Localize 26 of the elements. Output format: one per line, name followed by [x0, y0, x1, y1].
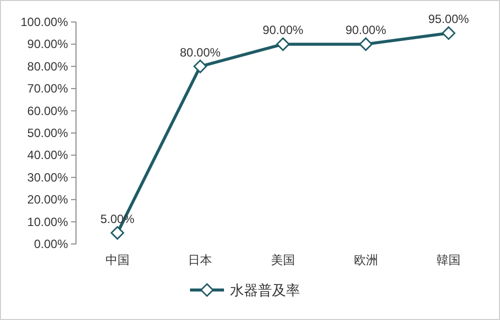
x-tick-label: 韓国	[436, 253, 461, 267]
data-label: 80.00%	[180, 45, 221, 60]
y-tick-label: 30.00%	[27, 170, 68, 184]
y-tick-label: 20.00%	[27, 192, 68, 207]
x-tick-label: 中国	[105, 253, 130, 267]
y-tick-label: 50.00%	[27, 126, 68, 140]
y-tick-label: 90.00%	[27, 37, 68, 52]
point	[193, 60, 207, 74]
data-label: 90.00%	[345, 23, 386, 38]
x-tick-label: 日本	[188, 253, 212, 267]
data-label: 95.00%	[428, 12, 470, 26]
y-tick-label: 40.00%	[27, 148, 68, 162]
legend-label: 水器普及率	[230, 282, 300, 298]
y-tick-label: 0.00%	[34, 237, 68, 251]
y-tick-label: 80.00%	[27, 59, 68, 74]
data-label: 90.00%	[262, 23, 304, 38]
y-tick-label: 70.00%	[27, 82, 68, 96]
y-tick-label: 10.00%	[27, 214, 68, 229]
y-tick-label: 60.00%	[27, 104, 68, 118]
point	[442, 26, 456, 40]
x-tick-label: 欧洲	[354, 253, 378, 267]
point	[276, 37, 290, 51]
point	[110, 226, 124, 240]
x-tick-label: 美国	[271, 253, 295, 267]
point	[359, 37, 373, 51]
y-tick-label: 100.00%	[20, 15, 68, 29]
